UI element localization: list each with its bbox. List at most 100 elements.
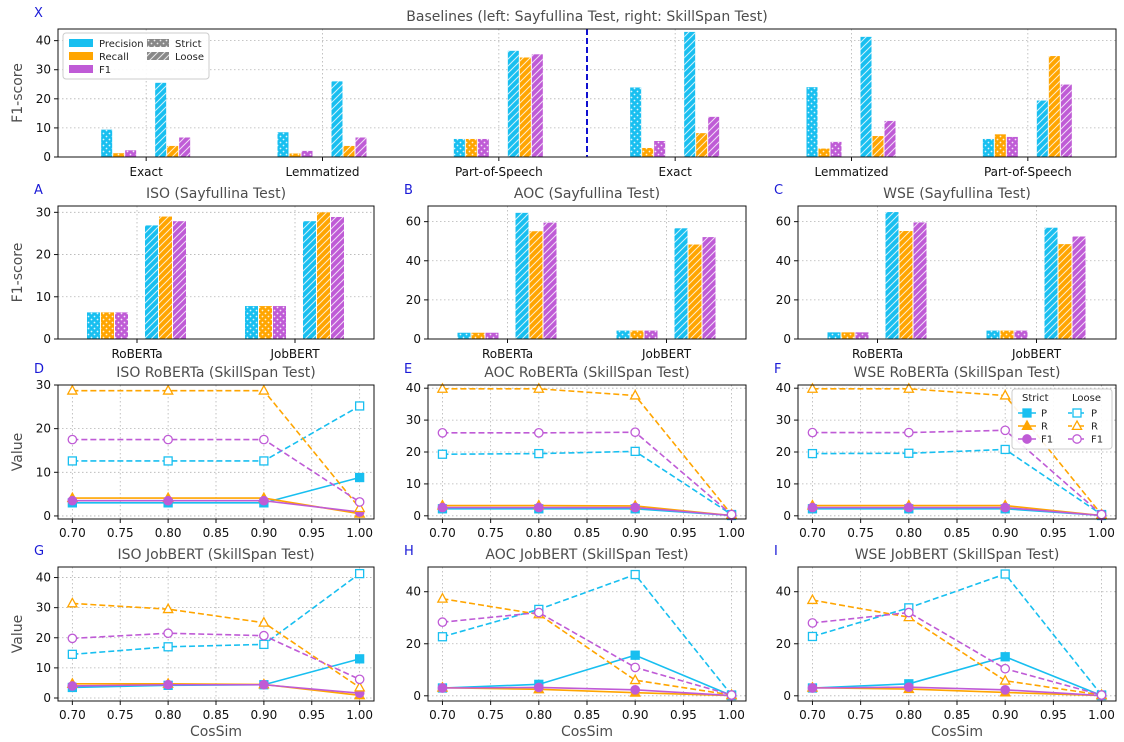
panel-f-legend-label-strict-r: R bbox=[1041, 422, 1048, 433]
panel-h-loose-r-point bbox=[629, 673, 641, 685]
panel-h-frame bbox=[427, 566, 747, 702]
panel-a-bar-loose-f1-pattern bbox=[331, 216, 344, 339]
panel-h-xtick-label: 0.95 bbox=[670, 708, 697, 722]
panel-f-ytick-label: 20 bbox=[776, 445, 791, 459]
panel-x-bar-loose-r-pattern bbox=[1048, 56, 1060, 157]
panel-x-bar-loose-p-pattern bbox=[331, 81, 343, 157]
panel-b-bar-loose-p-pattern bbox=[674, 228, 688, 339]
panel-d-xtick-label: 0.95 bbox=[298, 526, 325, 540]
panel-i: WSE JobBERT (SkillSpan Test) I CosSim 0 20 40… bbox=[774, 544, 1117, 740]
panel-g-loose-r-point bbox=[162, 602, 174, 614]
panel-g-loose-p-point bbox=[163, 642, 173, 652]
panel-e-loose-r-line bbox=[442, 388, 733, 516]
panel-b-xtick-label: RoBERTa bbox=[482, 347, 533, 361]
panel-i-ytick-label: 20 bbox=[776, 637, 791, 651]
panel-h-strict-f1-point bbox=[630, 684, 641, 695]
panel-e-ytick-label: 10 bbox=[406, 477, 421, 491]
panel-c-ytick-label: 60 bbox=[776, 215, 791, 229]
panel-x-xtick-label: Part-of-Speech bbox=[455, 165, 543, 179]
panel-x-ylabel: F1-score bbox=[10, 63, 26, 123]
panel-a-xtick-label: JobBERT bbox=[269, 347, 320, 361]
panel-x-bar-strict-p-pattern bbox=[806, 87, 818, 157]
panel-e-loose-f1-point bbox=[533, 428, 544, 438]
panel-f-loose-p-line bbox=[812, 448, 1102, 516]
panel-h-xtick-label: 1.00 bbox=[718, 708, 745, 722]
panel-h-ytick-label: 20 bbox=[406, 637, 421, 651]
panel-e-loose-f1-point bbox=[726, 509, 737, 520]
panel-e-loose-f1-point bbox=[630, 427, 641, 438]
panel-g-ytick-label: 30 bbox=[36, 601, 51, 615]
panel-x-bar-strict-r-pattern bbox=[289, 153, 301, 157]
panel-f-legend-box bbox=[1011, 388, 1113, 450]
panel-f-legend-label-loose-p: P bbox=[1091, 409, 1097, 420]
panel-d-loose-r-point bbox=[66, 384, 79, 395]
panel-f-strict-f1-point bbox=[903, 502, 914, 513]
panel-i-xtick-label: 1.00 bbox=[1088, 708, 1115, 722]
panel-c-bar-loose-f1-pattern bbox=[1072, 236, 1086, 339]
panel-c-ytick-label: 40 bbox=[776, 254, 791, 268]
panel-d-xtick-label: 0.75 bbox=[107, 526, 134, 540]
panel-h-loose-p-line bbox=[442, 573, 733, 696]
panel-h-loose-f1-point bbox=[726, 690, 737, 700]
panel-e-loose-p-point bbox=[534, 448, 544, 459]
panel-d-frame bbox=[57, 384, 375, 520]
panel-h-loose-f1-line bbox=[442, 611, 732, 696]
panel-b-bar-loose-f1-pattern bbox=[702, 237, 716, 339]
panel-e-strict-f1-point bbox=[533, 502, 544, 513]
panel-i-strict-p-point bbox=[1000, 652, 1010, 662]
panel-f-title: WSE RoBERTa (SkillSpan Test) bbox=[854, 365, 1061, 381]
panel-a-ytick-label: 0 bbox=[43, 332, 51, 346]
panel-d-loose-r-point bbox=[258, 384, 270, 395]
panel-h-loose-r-point bbox=[436, 592, 449, 603]
panel-x-xtick-label: Part-of-Speech bbox=[984, 165, 1072, 179]
panel-x-ytick-label: 10 bbox=[36, 121, 51, 135]
panel-x-bar-loose-r-pattern bbox=[519, 57, 531, 157]
panel-e-frame bbox=[427, 384, 747, 520]
panel-x-legend-swatch-pattern-strict bbox=[147, 39, 169, 47]
panel-a-frame bbox=[57, 205, 375, 340]
panel-c-frame bbox=[797, 205, 1117, 340]
panel-g-xlabel: CosSim bbox=[190, 724, 242, 740]
panel-b-bar-loose-r-pattern bbox=[529, 231, 543, 339]
panel-i-xtick-label: 0.70 bbox=[799, 708, 826, 722]
panel-f-loose-r-point bbox=[999, 389, 1011, 400]
panel-a-bar-strict-p-pattern bbox=[245, 306, 258, 339]
panel-a-ytick-label: 30 bbox=[36, 205, 51, 219]
panel-d-xtick-label: 0.80 bbox=[155, 526, 182, 540]
panel-d: ISO RoBERTa (SkillSpan Test) D Value 0 10 20 3… bbox=[10, 362, 375, 540]
panel-d-ylabel: Value bbox=[10, 433, 26, 471]
panel-i-xtick-label: 0.75 bbox=[847, 708, 874, 722]
panel-d-strict-f1-line bbox=[72, 499, 360, 513]
panel-a-bar-strict-f1-pattern bbox=[115, 312, 128, 339]
panel-x-bar-loose-f1-pattern bbox=[708, 116, 720, 157]
panel-b-ytick-label: 0 bbox=[413, 332, 421, 346]
panel-g-ylabel: Value bbox=[10, 615, 26, 653]
panel-x-bar-loose-f1-pattern bbox=[355, 137, 367, 157]
panel-x-bar-loose-f1-pattern bbox=[179, 137, 191, 157]
panel-x-bar-loose-f1-pattern bbox=[884, 120, 896, 157]
panel-a-bar-loose-f1-pattern bbox=[173, 221, 186, 339]
panel-f-loose-f1-point bbox=[903, 427, 914, 438]
panel-i-loose-f1-point bbox=[1096, 690, 1107, 700]
panel-b-bar-loose-r-pattern bbox=[688, 244, 702, 339]
panel-d-title: ISO RoBERTa (SkillSpan Test) bbox=[116, 365, 315, 381]
panel-i-loose-p-line bbox=[812, 573, 1103, 696]
panel-a: ISO (Sayfullina Test) A F1-score 0 10 20 30 RoB… bbox=[10, 183, 375, 361]
panel-e-loose-f1-line bbox=[442, 431, 733, 516]
panel-c-letter: C bbox=[774, 183, 783, 198]
panel-f-strict-f1-line bbox=[812, 506, 1102, 517]
panel-x-legend-box bbox=[62, 32, 210, 80]
panel-h-loose-p-point bbox=[437, 632, 448, 642]
panel-e-loose-r-point bbox=[533, 382, 545, 393]
panel-f-ytick-label: 40 bbox=[776, 381, 791, 395]
panel-e-ytick-label: 30 bbox=[406, 413, 421, 427]
panel-i-strict-f1-line bbox=[812, 686, 1102, 697]
panel-c-bar-loose-p-pattern bbox=[1044, 227, 1058, 339]
panel-e-title: AOC RoBERTa (SkillSpan Test) bbox=[484, 365, 690, 381]
panel-x-legend-label-p: Precision bbox=[99, 39, 144, 50]
panel-g-loose-r-point bbox=[258, 616, 270, 627]
panel-c-ytick-label: 0 bbox=[783, 332, 791, 346]
panel-g-xtick-label: 0.85 bbox=[203, 708, 230, 722]
panel-f-loose-f1-point bbox=[807, 427, 818, 438]
